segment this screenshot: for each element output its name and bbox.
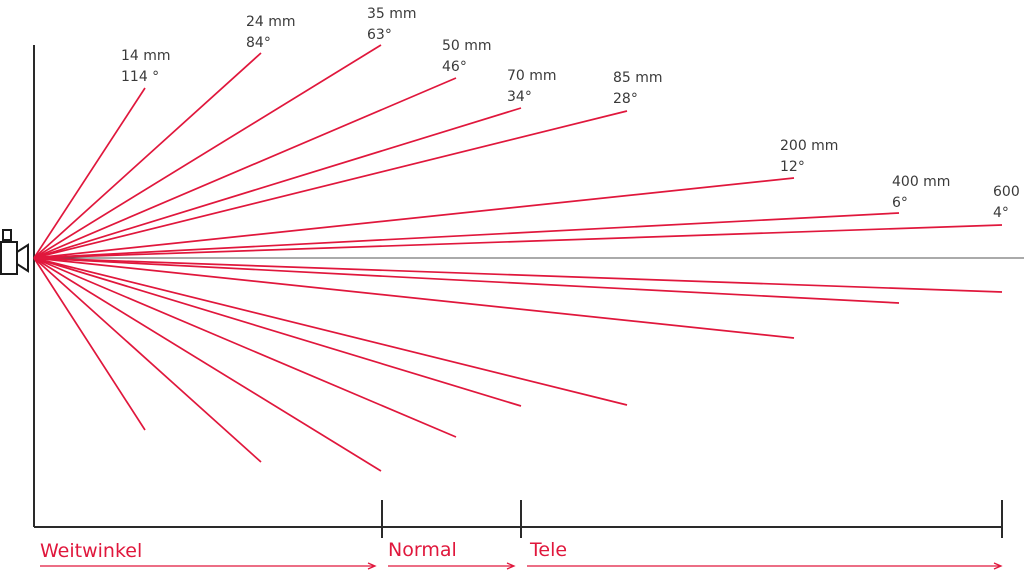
- focal-length-label-70mm: 70 mm: [507, 68, 557, 84]
- ray-200mm-lower: [33, 257, 795, 339]
- category-scale: [33, 500, 1003, 538]
- arrow-normal: [388, 562, 516, 570]
- ray-35mm-lower: [33, 257, 382, 472]
- ray-85mm-upper: [33, 110, 628, 259]
- view-angle-rays: [33, 44, 1003, 472]
- ray-50mm-upper: [33, 77, 457, 259]
- ray-200mm-upper: [33, 177, 795, 259]
- angle-label-24mm: 84°: [246, 35, 271, 51]
- angle-label-400mm: 6°: [892, 195, 908, 211]
- focal-length-label-50mm: 50 mm: [442, 38, 492, 54]
- ray-50mm-lower: [33, 257, 457, 438]
- range-arrows: [40, 562, 1003, 570]
- focal-length-label-35mm: 35 mm: [367, 6, 417, 22]
- angle-label-50mm: 46°: [442, 59, 467, 75]
- ray-35mm-upper: [33, 44, 382, 259]
- angle-label-600: 4°: [993, 205, 1009, 221]
- ray-24mm-lower: [33, 257, 262, 463]
- focal-length-label-200mm: 200 mm: [780, 138, 838, 154]
- focal-length-label-400mm: 400 mm: [892, 174, 950, 190]
- ray-70mm-lower: [33, 257, 522, 407]
- ray-70mm-upper: [33, 107, 522, 259]
- lens-labels: 14 mm 114 ° 24 mm 84° 35 mm 63° 50 mm 46° 70 mm 3…: [121, 6, 1020, 221]
- arrow-tele: [527, 562, 1003, 570]
- focal-length-label-600: 600: [993, 184, 1020, 200]
- category-weitwinkel: Weitwinkel: [40, 540, 142, 562]
- ray-14mm-lower: [33, 257, 146, 431]
- ray-85mm-lower: [33, 257, 628, 406]
- category-normal: Normal: [388, 539, 457, 561]
- ray-400mm-upper: [33, 212, 900, 259]
- focal-length-label-85mm: 85 mm: [613, 70, 663, 86]
- ray-600-upper: [33, 224, 1003, 259]
- ray-24mm-upper: [33, 52, 262, 259]
- angle-label-70mm: 34°: [507, 89, 532, 105]
- movie-camera-icon: [0, 229, 29, 275]
- ray-600-lower: [33, 257, 1003, 293]
- focal-length-label-24mm: 24 mm: [246, 14, 296, 30]
- ray-400mm-lower: [33, 257, 900, 304]
- category-tele: Tele: [529, 539, 567, 561]
- focal-length-label-14mm: 14 mm: [121, 48, 171, 64]
- angle-label-14mm: 114 °: [121, 69, 159, 85]
- ray-14mm-upper: [33, 87, 146, 259]
- arrow-weitwinkel: [40, 562, 377, 570]
- angle-label-35mm: 63°: [367, 27, 392, 43]
- angle-label-200mm: 12°: [780, 159, 805, 175]
- angle-label-85mm: 28°: [613, 91, 638, 107]
